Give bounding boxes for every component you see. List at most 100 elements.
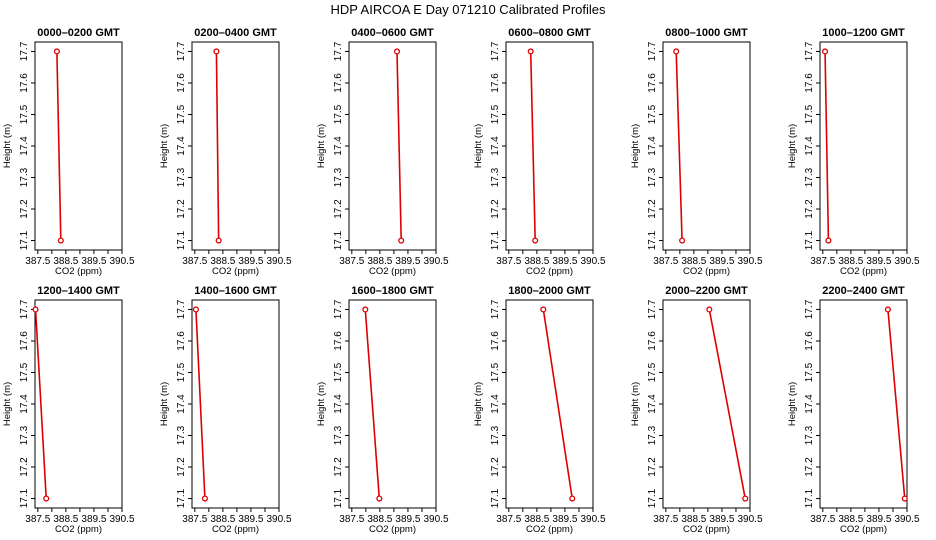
y-axis-label: Height (m)	[787, 124, 798, 168]
x-tick-label: 387.5	[496, 514, 521, 525]
y-tick-label: 17.6	[647, 73, 658, 93]
y-tick-label: 17.2	[176, 199, 187, 219]
x-tick-label: 390.5	[580, 256, 605, 267]
panel-title: 1600–1800 GMT	[351, 285, 434, 297]
profile-line	[529, 51, 536, 241]
data-point	[213, 48, 220, 55]
y-tick-label: 17.4	[490, 136, 501, 156]
panel: 0400–0600 GMT 17.1 17.2 17.3 17.4 17.5 17.6 17.…	[316, 27, 449, 277]
y-tick-label: 17.6	[490, 331, 501, 351]
y-tick-label: 17.2	[333, 199, 344, 219]
panel: 0200–0400 GMT 17.1 17.2 17.3 17.4 17.5 17.6 17.…	[159, 27, 292, 277]
y-tick-label: 17.6	[176, 73, 187, 93]
y-tick-label: 17.1	[490, 230, 501, 250]
y-tick-label: 17.1	[19, 230, 30, 250]
y-tick-label: 17.5	[647, 362, 658, 382]
x-tick-label: 389.5	[81, 514, 106, 525]
plot-frame	[191, 299, 280, 509]
y-tick-label: 17.5	[176, 362, 187, 382]
panel-title: 0600–0800 GMT	[508, 27, 591, 39]
y-tick-label: 17.7	[804, 299, 815, 319]
data-point	[201, 495, 208, 502]
y-tick-label: 17.3	[647, 167, 658, 187]
y-tick-label: 17.1	[19, 488, 30, 508]
x-tick-label: 390.5	[109, 256, 134, 267]
y-axis-label: Height (m)	[630, 124, 641, 168]
y-tick-label: 17.1	[176, 230, 187, 250]
x-tick-label: 390.5	[109, 514, 134, 525]
y-tick-label: 17.1	[647, 230, 658, 250]
y-tick-label: 17.6	[490, 73, 501, 93]
x-tick-label: 389.5	[81, 256, 106, 267]
panel-title: 1400–1600 GMT	[194, 285, 277, 297]
x-tick-label: 387.5	[653, 256, 678, 267]
y-tick-label: 17.5	[333, 362, 344, 382]
y-tick-label: 17.7	[647, 299, 658, 319]
y-axis-label: Height (m)	[159, 382, 170, 426]
y-tick-label: 17.5	[19, 104, 30, 124]
y-tick-label: 17.5	[647, 104, 658, 124]
x-tick-label: 389.5	[238, 514, 263, 525]
x-tick-label: 389.5	[395, 514, 420, 525]
x-tick-label: 388.5	[53, 256, 78, 267]
panel-title: 0200–0400 GMT	[194, 27, 277, 39]
x-tick-label: 390.5	[894, 256, 919, 267]
y-tick-label: 17.4	[19, 136, 30, 156]
y-tick-label: 17.3	[490, 167, 501, 187]
panel: 1200–1400 GMT 17.1 17.2 17.3 17.4 17.5 17.6 17.…	[2, 285, 135, 535]
x-tick-label: 387.5	[810, 514, 835, 525]
y-tick-label: 17.1	[333, 488, 344, 508]
plot-frame	[348, 299, 437, 509]
y-tick-label: 17.7	[176, 41, 187, 61]
y-tick-label: 17.1	[176, 488, 187, 508]
y-tick-label: 17.2	[333, 457, 344, 477]
x-axis-label: CO2 (ppm)	[369, 266, 416, 277]
x-tick-label: 389.5	[552, 256, 577, 267]
profile-line	[56, 51, 62, 241]
plot-frame	[348, 41, 437, 251]
plot-frame	[191, 41, 280, 251]
plot-frame	[505, 41, 594, 251]
x-axis-label: CO2 (ppm)	[55, 266, 102, 277]
data-point	[901, 495, 908, 502]
data-point	[673, 48, 680, 55]
y-tick-label: 17.6	[804, 331, 815, 351]
data-point	[376, 495, 383, 502]
panel: 0800–1000 GMT 17.1 17.2 17.3 17.4 17.5 17.6 17.…	[630, 27, 763, 277]
y-tick-label: 17.2	[804, 199, 815, 219]
data-point	[679, 237, 686, 244]
x-tick-label: 388.5	[838, 514, 863, 525]
x-tick-label: 390.5	[266, 256, 291, 267]
y-tick-label: 17.1	[647, 488, 658, 508]
x-axis-label: CO2 (ppm)	[369, 524, 416, 535]
y-tick-label: 17.6	[333, 331, 344, 351]
y-tick-label: 17.3	[19, 167, 30, 187]
y-tick-label: 17.2	[647, 199, 658, 219]
x-tick-label: 388.5	[524, 256, 549, 267]
y-tick-label: 17.5	[490, 362, 501, 382]
data-point	[192, 306, 199, 313]
x-axis-label: CO2 (ppm)	[526, 266, 573, 277]
y-axis-label: Height (m)	[787, 382, 798, 426]
y-tick-label: 17.3	[804, 425, 815, 445]
data-point	[540, 306, 547, 313]
x-tick-label: 387.5	[653, 514, 678, 525]
profile-line	[215, 51, 220, 241]
y-tick-label: 17.3	[804, 167, 815, 187]
x-tick-label: 387.5	[339, 514, 364, 525]
x-tick-label: 389.5	[866, 514, 891, 525]
profile-line	[708, 309, 747, 499]
y-tick-label: 17.3	[647, 425, 658, 445]
x-tick-label: 388.5	[838, 256, 863, 267]
x-axis-label: CO2 (ppm)	[683, 524, 730, 535]
profile-line	[887, 309, 906, 499]
y-tick-label: 17.2	[19, 199, 30, 219]
y-tick-label: 17.6	[647, 331, 658, 351]
panel-title: 0000–0200 GMT	[37, 27, 120, 39]
data-point	[215, 237, 222, 244]
y-tick-label: 17.7	[19, 41, 30, 61]
y-tick-label: 17.5	[804, 362, 815, 382]
x-tick-label: 389.5	[709, 514, 734, 525]
y-tick-label: 17.7	[804, 41, 815, 61]
y-tick-label: 17.4	[804, 394, 815, 414]
